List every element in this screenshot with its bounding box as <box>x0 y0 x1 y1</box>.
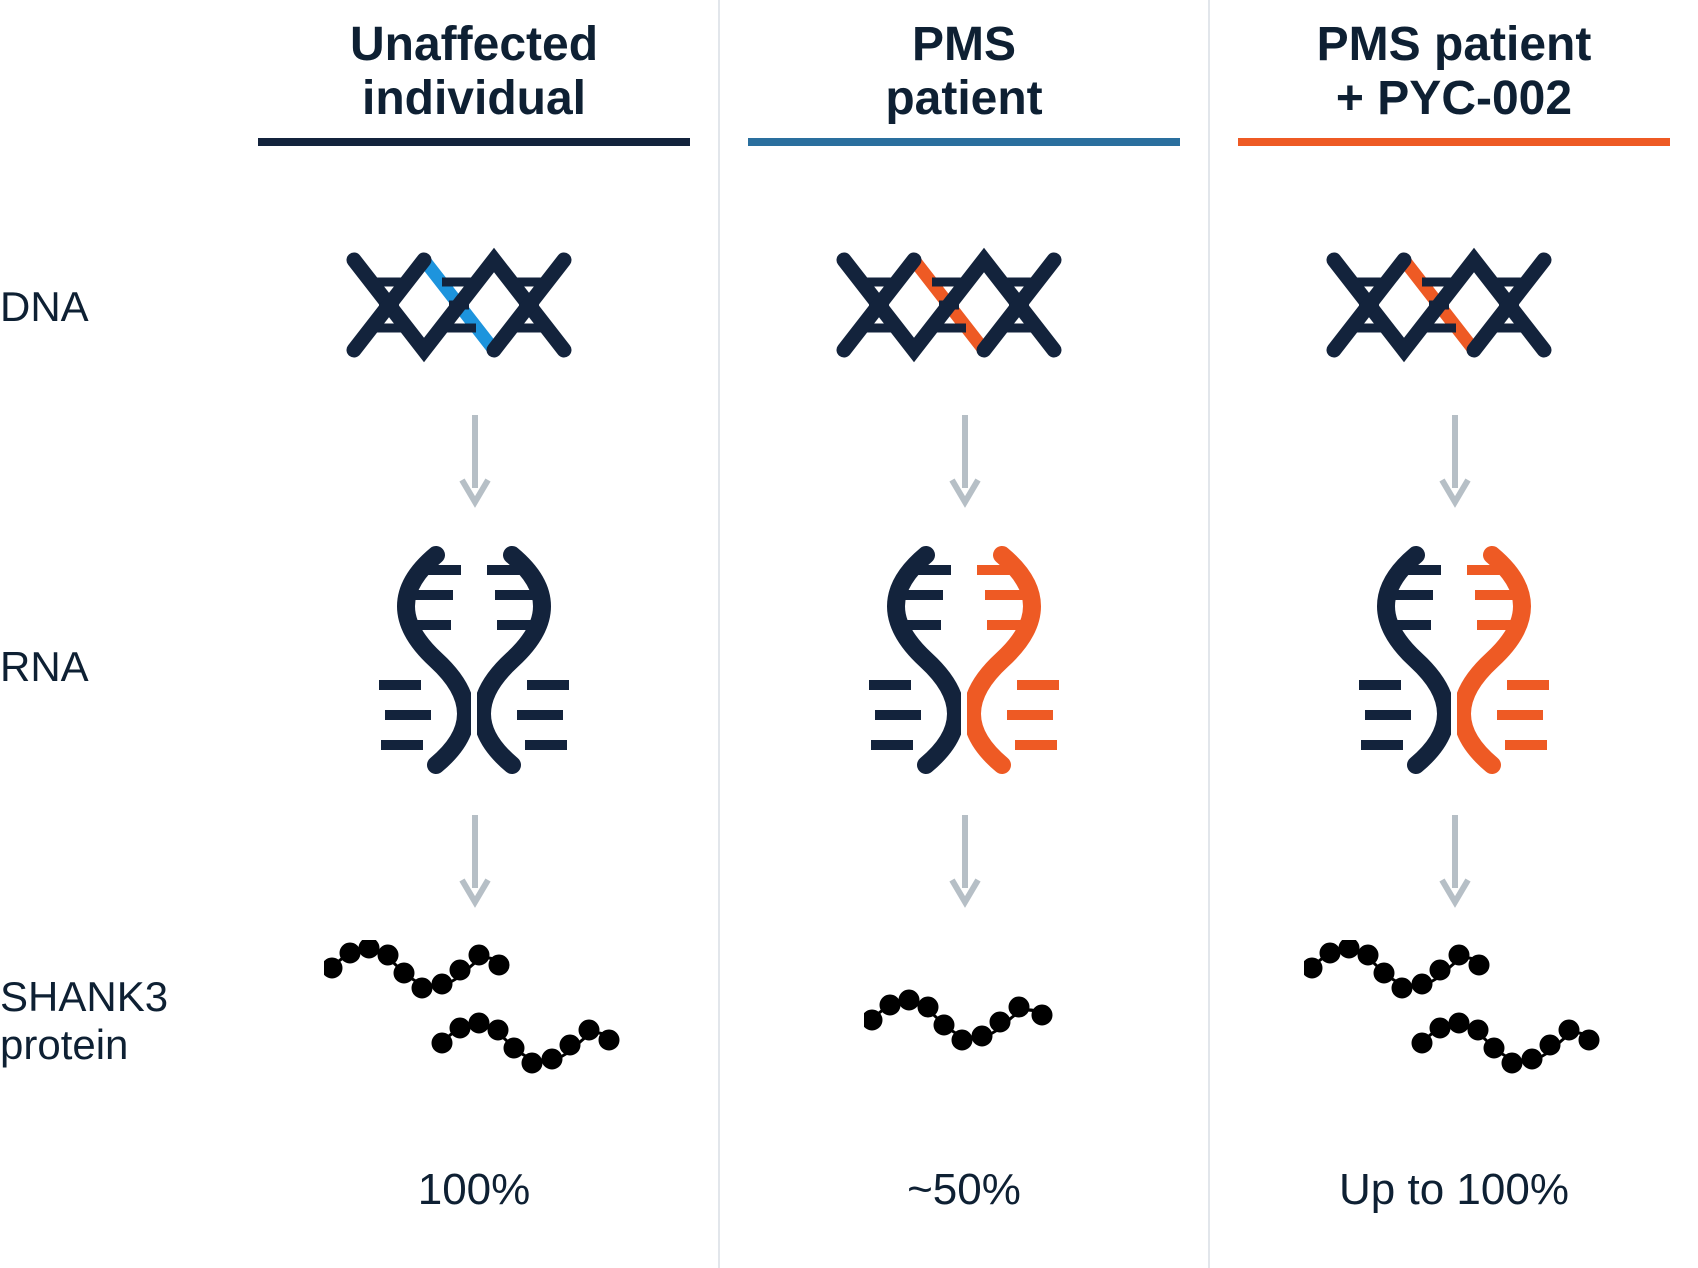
col-header-pmspyc-l2: + PYC-002 <box>1336 72 1572 125</box>
protein-chain-icon <box>324 940 624 1100</box>
rna-strand-icon <box>477 545 587 775</box>
col-header-pmspyc: PMS patient + PYC-002 <box>1210 18 1698 126</box>
dna-icon-unaffected <box>230 230 718 380</box>
row-label-protein: SHANK3 protein <box>0 973 168 1070</box>
col-header-unaffected-l2: individual <box>362 72 586 125</box>
dna-icon-pms <box>720 230 1208 380</box>
rna-strand-icon <box>851 545 961 775</box>
row-label-rna: RNA <box>0 643 89 691</box>
protein-icon-pmspyc <box>1210 935 1698 1105</box>
rna-strand-icon <box>967 545 1077 775</box>
col-header-unaffected: Unaffected individual <box>230 18 718 126</box>
header-rule-pmspyc <box>1238 138 1670 146</box>
rna-strand-icon <box>1341 545 1451 775</box>
arrow-down-icon <box>1438 410 1472 515</box>
header-rule-unaffected <box>258 138 690 146</box>
footer-pmspyc: Up to 100% <box>1210 1165 1698 1215</box>
col-header-pms-l1: PMS <box>912 18 1016 71</box>
dna-helix-icon <box>834 240 1094 370</box>
arrow-down-icon <box>458 810 492 915</box>
dna-helix-icon <box>1324 240 1584 370</box>
protein-icon-unaffected <box>230 935 718 1105</box>
arrow-down-icon <box>948 810 982 915</box>
rna-icon-pms <box>720 540 1208 780</box>
header-rule-pms <box>748 138 1180 146</box>
protein-chain-icon <box>864 980 1064 1060</box>
protein-icon-pms <box>720 965 1208 1075</box>
dna-icon-pmspyc <box>1210 230 1698 380</box>
rna-strand-icon <box>1457 545 1567 775</box>
protein-chain-icon <box>1304 940 1604 1100</box>
row-label-dna: DNA <box>0 283 89 331</box>
rna-strand-icon <box>361 545 471 775</box>
col-header-pms-l2: patient <box>885 72 1042 125</box>
dna-helix-icon <box>344 240 604 370</box>
diagram-canvas: Unaffected individual PMS patient PMS pa… <box>0 0 1698 1268</box>
col-header-unaffected-l1: Unaffected <box>350 18 598 71</box>
col-header-pms: PMS patient <box>720 18 1208 126</box>
arrow-down-icon <box>948 410 982 515</box>
arrow-down-icon <box>458 410 492 515</box>
footer-unaffected: 100% <box>230 1165 718 1215</box>
footer-pms: ~50% <box>720 1165 1208 1215</box>
rna-icon-unaffected <box>230 540 718 780</box>
arrow-down-icon <box>1438 810 1472 915</box>
rna-icon-pmspyc <box>1210 540 1698 780</box>
col-header-pmspyc-l1: PMS patient <box>1317 18 1592 71</box>
